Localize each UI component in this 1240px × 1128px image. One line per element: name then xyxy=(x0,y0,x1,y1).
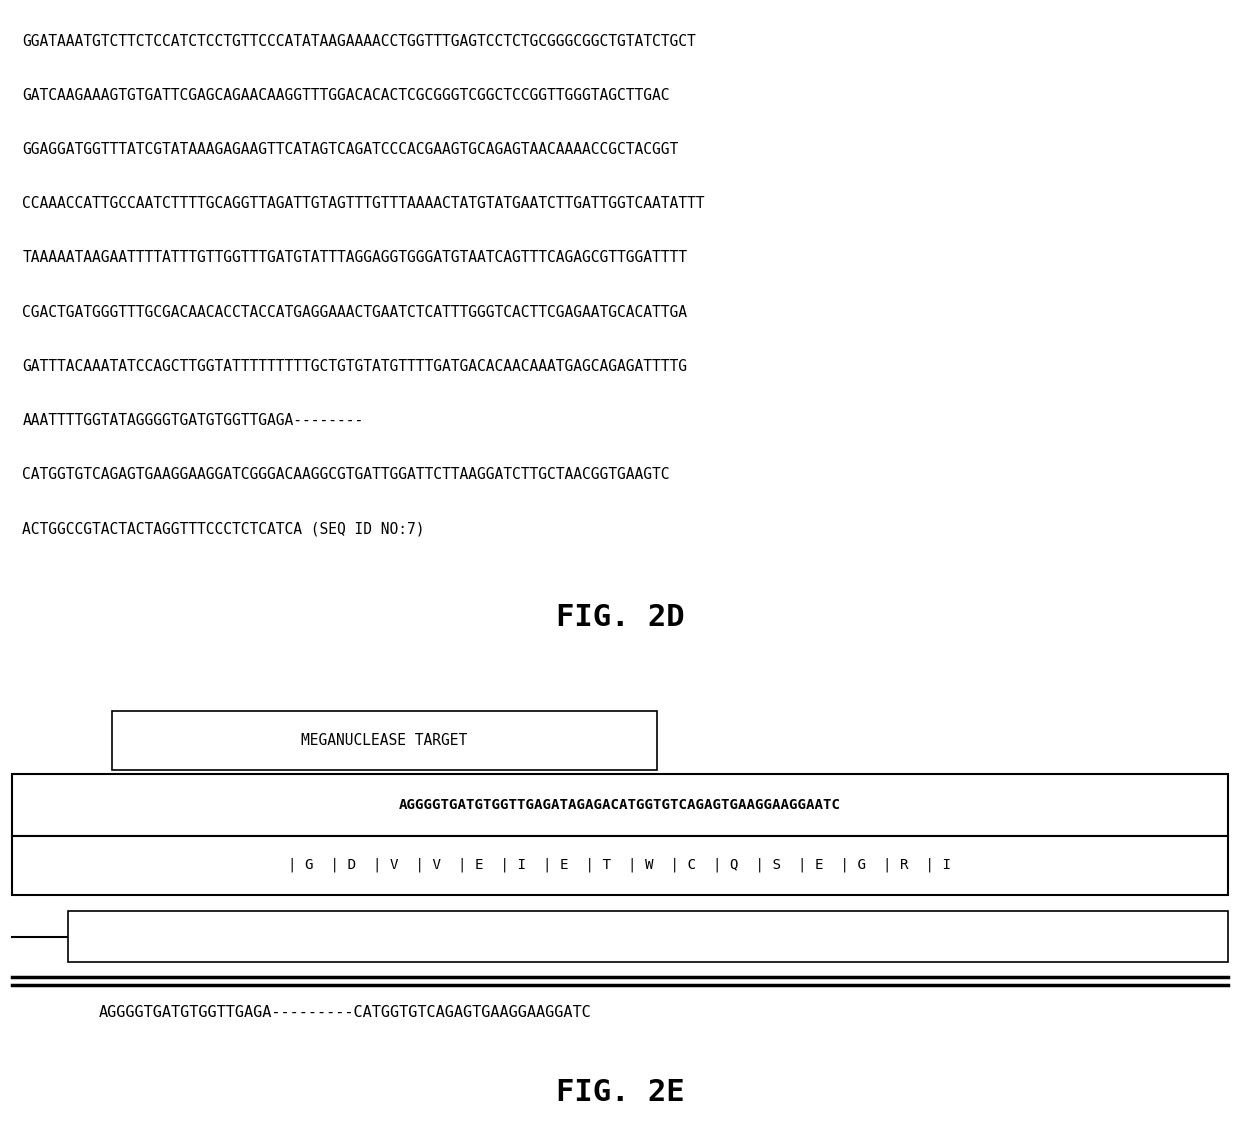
Text: ACTGGCCGTACTACTAGGTTTCCCTCTCATCA (SEQ ID NO:7): ACTGGCCGTACTACTAGGTTTCCCTCTCATCA (SEQ ID… xyxy=(22,521,425,536)
Text: FIG. 2E: FIG. 2E xyxy=(556,1078,684,1108)
Text: CCAAACCATTGCCAATCTTTTGCAGGTTAGATTGTAGTTTGTTTAAAACTATGTATGAATCTTGATTGGTCAATATTT: CCAAACCATTGCCAATCTTTTGCAGGTTAGATTGTAGTTT… xyxy=(22,196,704,211)
Text: | G  | D  | V  | V  | E  | I  | E  | T  | W  | C  | Q  | S  | E  | G  | R  | I: | G | D | V | V | E | I | E | T | W | C … xyxy=(289,858,951,872)
Bar xyxy=(112,711,657,770)
Text: GGATAAATGTCTTCTCCATCTCCTGTTCCCATATAAGAAAACCTGGTTTGAGTCCTCTGCGGGCGGCTGTATCTGCT: GGATAAATGTCTTCTCCATCTCCTGTTCCCATATAAGAAA… xyxy=(22,34,696,49)
Bar xyxy=(68,911,1228,962)
Text: CGACTGATGGGTTTGCGACAACACCTACCATGAGGAAACTGAATCTCATTTGGGTCACTTCGAGAATGCACATTGA: CGACTGATGGGTTTGCGACAACACCTACCATGAGGAAACT… xyxy=(22,305,687,319)
Text: MEGANUCLEASE TARGET: MEGANUCLEASE TARGET xyxy=(301,733,467,748)
Text: AGGGGTGATGTGGTTGAGA---------CATGGTGTCAGAGTGAAGGAAGGATC: AGGGGTGATGTGGTTGAGA---------CATGGTGTCAGA… xyxy=(99,1005,591,1020)
Text: GGAGGATGGTTTATCGTATAAAGAGAAGTTCATAGTCAGATCCCACGAAGTGCAGAGTAACAAAACCGCTACGGT: GGAGGATGGTTTATCGTATAAAGAGAAGTTCATAGTCAGA… xyxy=(22,142,678,157)
Bar xyxy=(12,836,1228,895)
Text: FIG. 2D: FIG. 2D xyxy=(556,603,684,633)
Text: GATTTACAAATATCCAGCTTGGTATTTTTTTTTGCTGTGTATGTTTTGATGACACAACAAATGAGCAGAGATTTTG: GATTTACAAATATCCAGCTTGGTATTTTTTTTTGCTGTGT… xyxy=(22,359,687,373)
Text: AGGGGTGATGTGGTTGAGATAGAGACATGGTGTCAGAGTGAAGGAAGGAATC: AGGGGTGATGTGGTTGAGATAGAGACATGGTGTCAGAGTG… xyxy=(399,797,841,812)
Bar xyxy=(12,774,1228,836)
Text: TAAAAATAAGAATTTTATTTGTTGGTTTGATGTATTTAGGAGGTGGGATGTAATCAGTTTCAGAGCGTTGGATTTT: TAAAAATAAGAATTTTATTTGTTGGTTTGATGTATTTAGG… xyxy=(22,250,687,265)
Text: CATGGTGTCAGAGTGAAGGAAGGATCGGGACAAGGCGTGATTGGATTCTTAAGGATCTTGCTAACGGTGAAGTC: CATGGTGTCAGAGTGAAGGAAGGATCGGGACAAGGCGTGA… xyxy=(22,467,670,482)
Text: AAATTTTGGTATAGGGGTGATGTGGTTGAGA--------: AAATTTTGGTATAGGGGTGATGTGGTTGAGA-------- xyxy=(22,413,363,428)
Text: GATCAAGAAAGTGTGATTCGAGCAGAACAAGGTTTGGACACACTCGCGGGTCGGCTCCGGTTGGGTAGCTTGAC: GATCAAGAAAGTGTGATTCGAGCAGAACAAGGTTTGGACA… xyxy=(22,88,670,103)
